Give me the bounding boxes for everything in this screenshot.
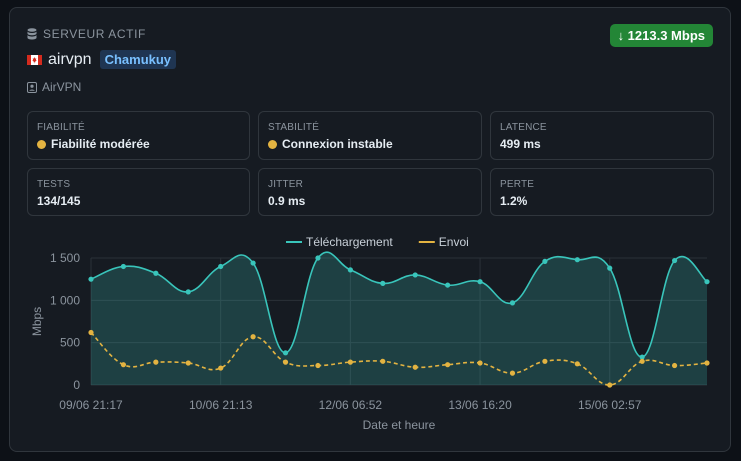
stat-reliability: FIABILITÉ Fiabilité modérée bbox=[27, 111, 250, 160]
stat-label: PERTE bbox=[500, 179, 535, 190]
data-point bbox=[185, 289, 191, 295]
data-point bbox=[218, 263, 224, 270]
data-point bbox=[574, 257, 580, 263]
legend-label: Envoi bbox=[439, 235, 469, 249]
stat-value: 499 ms bbox=[500, 137, 541, 151]
data-point bbox=[218, 365, 224, 371]
stat-tests: TESTS 134/145 bbox=[27, 168, 250, 216]
data-point bbox=[88, 329, 94, 336]
series-area-0 bbox=[91, 252, 707, 385]
data-point bbox=[185, 360, 191, 366]
stat-label: STABILITÉ bbox=[268, 122, 320, 133]
data-point bbox=[477, 360, 483, 366]
provider-row: AirVPN bbox=[27, 80, 81, 94]
y-tick-label: 1 000 bbox=[50, 293, 80, 307]
data-point bbox=[704, 360, 710, 366]
data-point bbox=[574, 361, 580, 367]
data-point bbox=[671, 257, 678, 264]
data-point bbox=[412, 272, 418, 278]
server-row: airvpn Chamukuy bbox=[27, 50, 177, 69]
stat-stability: STABILITÉ Connexion instable bbox=[258, 111, 482, 160]
data-point bbox=[250, 334, 256, 340]
stat-loss: PERTE 1.2% bbox=[490, 168, 714, 216]
data-point bbox=[704, 279, 710, 285]
data-point bbox=[445, 282, 451, 288]
x-tick-label: 10/06 21:13 bbox=[189, 398, 253, 412]
speed-chart: 0 500 1 000 1 500 09/06 21:17 10/06 21:13 12/0… bbox=[30, 235, 710, 432]
data-point bbox=[120, 362, 127, 368]
stat-value-row: 0.9 ms bbox=[268, 194, 472, 208]
stat-value: 134/145 bbox=[37, 194, 81, 208]
data-point bbox=[250, 260, 256, 266]
data-point bbox=[671, 362, 678, 369]
data-point bbox=[88, 276, 94, 282]
active-server-label: SERVEUR ACTIF bbox=[43, 27, 146, 41]
x-tick-label: 09/06 21:17 bbox=[59, 398, 123, 412]
y-tick-label: 500 bbox=[60, 336, 80, 350]
x-tick-label: 12/06 06:52 bbox=[319, 398, 383, 412]
stat-value-row: Connexion instable bbox=[268, 137, 472, 151]
x-axis-label: Date et heure bbox=[363, 418, 436, 432]
stat-label: LATENCE bbox=[500, 122, 547, 133]
data-point bbox=[282, 350, 289, 356]
stat-label: JITTER bbox=[268, 179, 304, 190]
data-point bbox=[153, 359, 159, 365]
server-tag: Chamukuy bbox=[99, 50, 177, 69]
y-axis-label: Mbps bbox=[30, 307, 44, 336]
data-point bbox=[380, 280, 386, 286]
stat-value: 1.2% bbox=[500, 194, 528, 208]
stat-value: Connexion instable bbox=[282, 137, 393, 151]
data-point bbox=[607, 382, 613, 388]
data-point bbox=[153, 270, 159, 276]
data-point bbox=[315, 362, 321, 369]
stat-value-row: 499 ms bbox=[500, 137, 704, 151]
series-line-1 bbox=[90, 331, 708, 386]
x-tick-label: 13/06 16:20 bbox=[448, 398, 512, 412]
database-icon bbox=[27, 28, 37, 40]
y-tick-label: 1 500 bbox=[50, 251, 80, 265]
data-point bbox=[509, 300, 516, 306]
stat-latency: LATENCE 499 ms bbox=[490, 111, 714, 160]
data-point bbox=[445, 362, 451, 368]
stat-value: 0.9 ms bbox=[268, 194, 306, 208]
x-tick-label: 15/06 02:57 bbox=[578, 398, 642, 412]
data-point bbox=[542, 258, 548, 264]
data-point bbox=[347, 359, 353, 365]
canada-flag-icon bbox=[27, 52, 42, 65]
stat-value: Fiabilité modérée bbox=[51, 137, 150, 151]
y-tick-label: 0 bbox=[73, 378, 80, 392]
legend-label: Téléchargement bbox=[306, 235, 393, 249]
data-point bbox=[542, 358, 548, 364]
data-point bbox=[380, 358, 386, 364]
stat-value-row: 1.2% bbox=[500, 194, 704, 208]
stat-label: FIABILITÉ bbox=[37, 122, 85, 133]
data-point bbox=[347, 267, 353, 273]
stat-value-row: Fiabilité modérée bbox=[37, 137, 240, 151]
data-point bbox=[477, 279, 483, 285]
stat-jitter: JITTER 0.9 ms bbox=[258, 168, 482, 216]
data-point bbox=[412, 364, 418, 370]
provider-name: AirVPN bbox=[42, 80, 82, 94]
data-point bbox=[607, 265, 613, 271]
stat-label: TESTS bbox=[37, 179, 71, 190]
status-dot-icon bbox=[268, 139, 277, 149]
data-point bbox=[639, 358, 645, 364]
server-card: SERVEUR ACTIF ↓ 1213.3 Mbps airvpn Chamu… bbox=[9, 7, 731, 452]
speed-badge: ↓ 1213.3 Mbps bbox=[609, 24, 713, 47]
series-line-0 bbox=[90, 251, 708, 358]
data-point bbox=[120, 263, 127, 270]
badge-icon bbox=[27, 81, 37, 93]
status-dot-icon bbox=[37, 139, 46, 149]
data-point bbox=[639, 354, 645, 360]
data-point bbox=[282, 359, 289, 365]
data-point bbox=[509, 370, 516, 376]
stat-value-row: 134/145 bbox=[37, 194, 240, 208]
active-server-header: SERVEUR ACTIF bbox=[27, 27, 146, 41]
data-point bbox=[315, 255, 321, 261]
server-name: airvpn bbox=[48, 50, 92, 68]
